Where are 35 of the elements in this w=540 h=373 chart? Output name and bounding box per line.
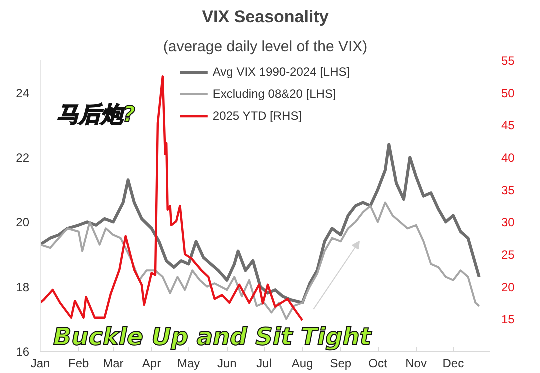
line-series <box>40 202 480 320</box>
y2-tick-label: 15 <box>502 312 516 327</box>
y2-tick-label: 45 <box>502 118 516 133</box>
y2-tick-label: 40 <box>502 151 516 165</box>
x-tick-label: Feb <box>68 356 90 370</box>
y-tick-label: 22 <box>16 151 30 165</box>
x-tick-label: Oct <box>368 356 388 370</box>
x-tick-label: Jun <box>218 356 237 370</box>
legend-label: Avg VIX 1990-2024 [LHS] <box>212 65 350 79</box>
x-tick-label: Apr <box>142 356 162 370</box>
y-tick-label: 18 <box>16 280 30 294</box>
x-tick-label: Aug <box>292 356 314 370</box>
x-tick-label: Jul <box>256 356 272 370</box>
annotation: Buckle Up and Sit Tight <box>53 322 373 351</box>
legend-label: Excluding 08&20 [LHS] <box>212 87 336 101</box>
legend-label: 2025 YTD [RHS] <box>212 109 302 123</box>
y-tick-label: 24 <box>16 86 30 100</box>
y2-tick-label: 20 <box>502 280 516 294</box>
y2-tick-label: 50 <box>502 86 516 100</box>
x-tick-label: Jan <box>30 356 50 370</box>
y2-tick-label: 25 <box>502 248 516 262</box>
y2-tick-label: 30 <box>502 216 516 230</box>
line-series <box>40 143 481 304</box>
y2-tick-label: 55 <box>502 54 516 68</box>
annotation: 马后炮? <box>56 102 136 128</box>
x-tick-label: Nov <box>406 356 427 370</box>
y2-tick-label: 35 <box>502 183 516 198</box>
x-tick-label: Sep <box>330 356 352 370</box>
x-tick-label: May <box>178 356 200 370</box>
x-tick-label: Mar <box>103 356 124 370</box>
y-tick-label: 20 <box>16 216 30 230</box>
x-tick-label: Dec <box>442 356 464 370</box>
y-tick-label: 16 <box>16 345 30 359</box>
chart-title: VIX Seasonality <box>202 8 330 26</box>
chart-subtitle: (average daily level of the VIX) <box>163 38 368 56</box>
